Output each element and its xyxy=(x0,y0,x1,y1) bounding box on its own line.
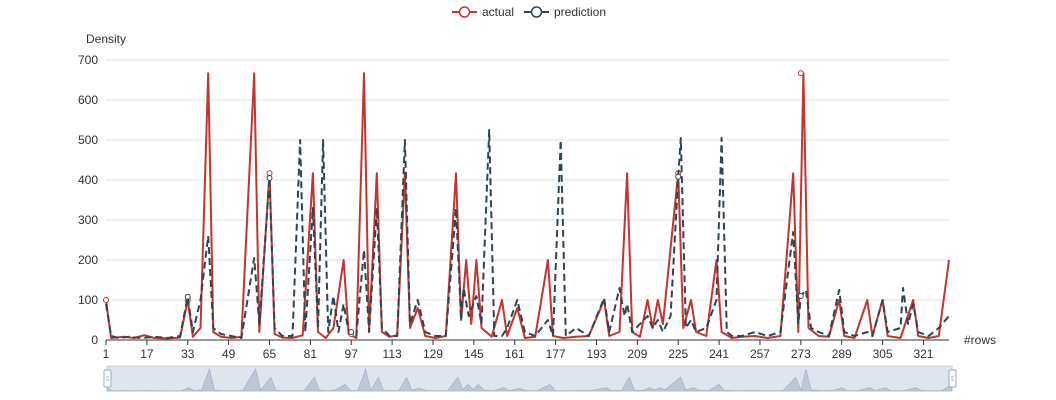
zoom-track[interactable] xyxy=(106,365,953,392)
data-point-prediction[interactable] xyxy=(675,173,682,180)
zoom-handle-left[interactable] xyxy=(103,369,112,388)
x-tick-label: 241 xyxy=(709,347,729,361)
legend-label: actual xyxy=(482,5,514,19)
x-tick-label: 209 xyxy=(627,347,647,361)
x-tick-label: 321 xyxy=(913,347,933,361)
data-point-actual[interactable] xyxy=(103,297,109,303)
x-tick-label: 305 xyxy=(873,347,893,361)
x-axis: 1 17 33 49 65 81 97 113 129 145 161 177 193 209 225 241… xyxy=(103,339,949,361)
x-tick-label: 177 xyxy=(546,347,566,361)
x-tick-label: 225 xyxy=(668,347,688,361)
y-tick-label: 0 xyxy=(91,333,98,347)
x-tick-label: 33 xyxy=(181,347,195,361)
x-tick-label: 145 xyxy=(464,347,484,361)
legend[interactable]: actual prediction xyxy=(452,5,606,19)
x-tick-label: 257 xyxy=(750,347,770,361)
legend-marker xyxy=(458,6,471,18)
zoom-preview-area xyxy=(106,367,953,392)
data-point-actual[interactable] xyxy=(266,170,273,177)
zoom-handle-body[interactable] xyxy=(948,369,957,388)
series-layer xyxy=(103,70,950,340)
x-axis-title: #rows xyxy=(964,333,996,347)
x-tick-label: 97 xyxy=(345,347,359,361)
legend-label: prediction xyxy=(554,5,606,19)
legend-marker xyxy=(530,6,543,18)
data-point-prediction[interactable] xyxy=(184,293,191,300)
x-tick-label: 1 xyxy=(103,347,110,361)
x-tick-label: 17 xyxy=(140,347,154,361)
y-axis-ticks: 0 100 200 300 400 500 600 700 xyxy=(78,53,98,347)
x-tick-label: 161 xyxy=(505,347,525,361)
grid-lines xyxy=(106,59,949,301)
y-tick-label: 400 xyxy=(78,173,98,187)
y-tick-label: 500 xyxy=(78,133,98,147)
data-zoom-slider[interactable] xyxy=(103,365,957,392)
legend-item-actual[interactable]: actual xyxy=(452,5,514,19)
data-point-prediction[interactable] xyxy=(348,329,355,335)
y-tick-label: 700 xyxy=(78,53,98,67)
x-tick-label: 65 xyxy=(263,347,277,361)
zoom-handle-right[interactable] xyxy=(948,369,957,388)
x-tick-label: 273 xyxy=(791,347,811,361)
legend-item-prediction[interactable]: prediction xyxy=(524,5,606,19)
y-tick-label: 200 xyxy=(78,253,98,267)
x-tick-label: 81 xyxy=(304,347,318,361)
y-tick-label: 600 xyxy=(78,93,98,107)
x-tick-label: 129 xyxy=(423,347,443,361)
data-point-actual[interactable] xyxy=(797,70,804,77)
y-tick-label: 100 xyxy=(78,293,98,307)
series-line-prediction[interactable] xyxy=(105,129,950,339)
x-tick-label: 289 xyxy=(832,347,852,361)
x-tick-label: 113 xyxy=(383,347,402,361)
data-point-prediction[interactable] xyxy=(797,293,804,299)
data-point-prediction[interactable] xyxy=(266,175,273,181)
series-line-actual[interactable] xyxy=(105,72,950,340)
x-tick-label: 193 xyxy=(586,347,606,361)
y-tick-label: 300 xyxy=(78,213,98,227)
x-tick-label: 49 xyxy=(222,347,236,361)
zoom-handle-body[interactable] xyxy=(103,369,112,388)
y-axis-title: Density xyxy=(86,32,126,46)
